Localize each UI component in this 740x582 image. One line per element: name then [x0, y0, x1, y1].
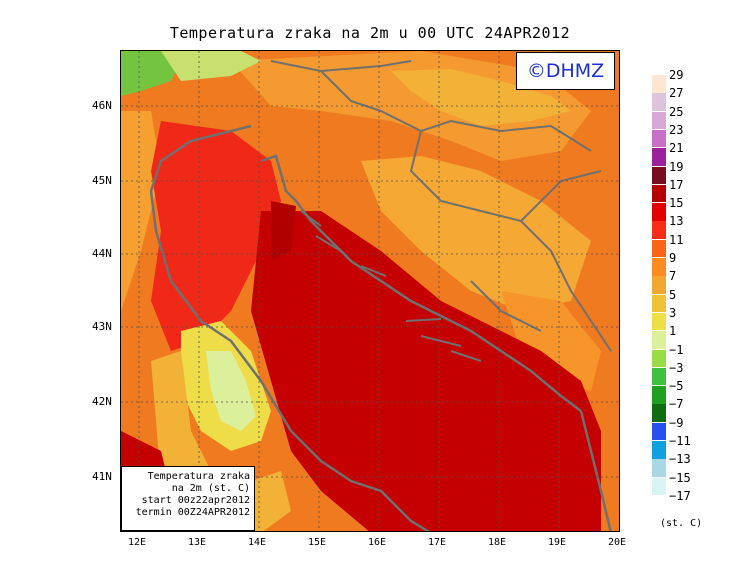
temp-zone-cool-alps	[161, 51, 261, 81]
legend-label: 23	[669, 122, 684, 137]
temp-zone-15-adriatic	[251, 211, 601, 531]
legend-swatch	[652, 495, 666, 514]
info-line-unit: na 2m (st. C)	[171, 483, 250, 494]
legend-label: 5	[669, 287, 677, 302]
legend-swatch	[652, 93, 666, 111]
color-legend: 29 27 25 23 21 19 17 15 13 11 9 7 5 3 1 −1 −3 −5 −7 −9 −11 −1…	[652, 69, 714, 514]
temp-zone-cold-alps	[121, 51, 181, 96]
legend-label: −17	[669, 488, 691, 503]
temp-zone-17-kvarner	[271, 201, 296, 261]
legend-swatch	[652, 331, 666, 349]
coastline-croatia	[260, 154, 582, 412]
coastline-italy	[149, 124, 431, 531]
legend-label: 17	[669, 177, 684, 192]
legend-swatch	[652, 441, 666, 459]
legend-swatch	[652, 184, 666, 203]
temp-zone-7-bosnia	[361, 156, 591, 311]
legend-swatch	[652, 239, 666, 258]
lat-label-45n: 45N	[92, 174, 112, 187]
legend-label: 29	[669, 68, 684, 82]
border-lines	[270, 60, 612, 352]
temp-zone-9-montenegro	[501, 291, 601, 391]
legend-label: 13	[669, 214, 684, 229]
legend-swatch	[652, 386, 666, 404]
legend-swatch	[652, 111, 666, 130]
lon-label-15e: 15E	[308, 537, 327, 548]
temperature-map	[120, 50, 620, 532]
legend-swatch	[652, 294, 666, 313]
info-line-start: start 00z22apr2012	[141, 495, 250, 506]
legend-label: 9	[669, 251, 677, 265]
legend-label: −9	[669, 415, 684, 430]
legend-label: 15	[669, 196, 684, 211]
legend-swatch	[652, 166, 666, 184]
legend-swatch	[652, 75, 666, 93]
lon-label-13e: 13E	[188, 537, 207, 548]
legend-swatch	[652, 312, 666, 331]
dhmz-watermark: ©DHMZ	[516, 52, 615, 90]
legend-label: 3	[669, 305, 677, 320]
legend-swatch	[652, 203, 666, 221]
temp-zone-13-north-adriatic	[151, 121, 281, 351]
lon-label-14e: 14E	[248, 537, 267, 548]
lat-label-41n: 41N	[92, 470, 112, 483]
legend-swatch	[652, 258, 666, 276]
legend-swatch	[652, 276, 666, 294]
legend-label: −13	[669, 452, 691, 467]
legend-swatch	[652, 459, 666, 477]
legend-label: 19	[669, 159, 684, 174]
legend-unit: (st. C)	[660, 518, 703, 529]
legend-label: 25	[669, 104, 684, 119]
legend-swatch	[652, 477, 666, 496]
temp-zone-7-pannonia	[391, 69, 571, 126]
lon-label-18e: 18E	[488, 537, 507, 548]
lon-label-17e: 17E	[428, 537, 447, 548]
legend-swatch	[652, 349, 666, 367]
lat-label-43n: 43N	[92, 320, 112, 333]
legend-swatch	[652, 404, 666, 422]
legend-label: −5	[669, 379, 684, 394]
lat-label-44n: 44N	[92, 247, 112, 260]
legend-label: 21	[669, 141, 684, 156]
legend-label: 27	[669, 86, 684, 101]
coastline-albania	[579, 410, 612, 531]
legend-swatch	[652, 221, 666, 239]
legend-swatch	[652, 367, 666, 386]
legend-label: 7	[669, 269, 677, 284]
legend-label: −7	[669, 397, 684, 412]
lon-label-12e: 12E	[128, 537, 147, 548]
lat-label-46n: 46N	[92, 99, 112, 112]
legend-label: 11	[669, 232, 684, 247]
legend-label: −11	[669, 434, 691, 448]
info-line-termin: termin 00Z24APR2012	[135, 507, 250, 518]
info-line-variable: Temperatura zraka	[147, 471, 250, 482]
legend-swatch	[652, 422, 666, 441]
island-lines	[300, 210, 482, 362]
map-canvas	[121, 51, 619, 531]
graticule	[121, 51, 619, 531]
legend-swatch	[652, 148, 666, 166]
lon-label-20e: 20E	[608, 537, 627, 548]
lat-label-42n: 42N	[92, 395, 112, 408]
info-box: Temperatura zraka na 2m (st. C) start 00…	[121, 466, 255, 531]
temp-zone-italy-west	[121, 111, 161, 311]
legend-label: 1	[669, 324, 677, 339]
legend-label: −15	[669, 470, 691, 485]
lon-label-16e: 16E	[368, 537, 387, 548]
legend-label: −3	[669, 360, 684, 375]
legend-swatch	[652, 129, 666, 148]
map-title: Temperatura zraka na 2m u 00 UTC 24APR20…	[169, 24, 571, 42]
legend-label: −1	[669, 342, 684, 357]
temp-zone-1-apennines	[206, 351, 256, 431]
lon-label-19e: 19E	[548, 537, 567, 548]
